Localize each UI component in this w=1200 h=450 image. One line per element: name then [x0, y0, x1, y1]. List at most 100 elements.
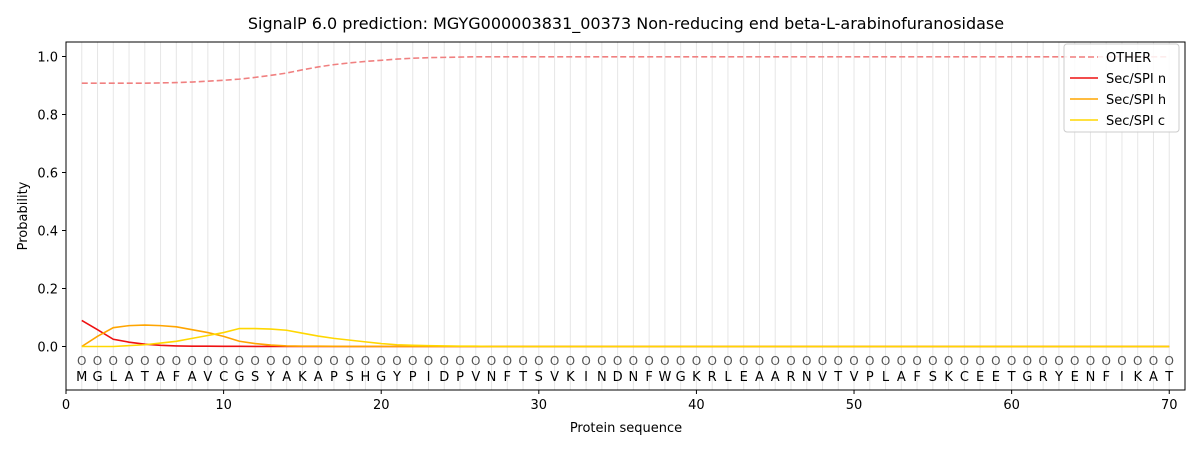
residue-35: D — [613, 370, 623, 385]
residue-37: F — [645, 370, 652, 385]
residue-68: K — [1133, 370, 1142, 385]
residue-69: A — [1149, 370, 1158, 385]
residue-mark-38: O — [660, 354, 669, 368]
residue-mark-2: O — [93, 354, 102, 368]
residue-45: A — [771, 370, 780, 385]
residue-mark-12: O — [250, 354, 259, 368]
residue-mark-36: O — [629, 354, 638, 368]
y-tick-label-4: 0.8 — [37, 109, 58, 124]
residue-mark-50: O — [849, 354, 858, 368]
series-line-sec-spi-c — [81, 327, 1170, 348]
residue-33: I — [584, 370, 588, 385]
residue-mark-42: O — [723, 354, 732, 368]
residue-5: T — [140, 370, 149, 385]
residue-mark-8: O — [187, 354, 196, 368]
residue-27: N — [487, 370, 497, 385]
residue-mark-63: O — [1054, 354, 1063, 368]
residue-mark-9: O — [203, 354, 212, 368]
residue-47: N — [802, 370, 812, 385]
residue-mark-3: O — [109, 354, 118, 368]
residue-mark-40: O — [692, 354, 701, 368]
residue-mark-53: O — [897, 354, 906, 368]
residue-10: C — [219, 370, 228, 385]
residue-23: I — [427, 370, 431, 385]
residue-mark-57: O — [960, 354, 969, 368]
residue-mark-60: O — [1007, 354, 1016, 368]
residue-mark-33: O — [581, 354, 590, 368]
residue-mark-35: O — [613, 354, 622, 368]
residue-17: P — [330, 370, 338, 385]
y-tick-label-5: 1.0 — [37, 51, 58, 66]
x-tick-label-70: 70 — [1161, 398, 1178, 413]
residue-39: G — [676, 370, 686, 385]
residue-6: A — [156, 370, 165, 385]
series-line-other — [81, 55, 1170, 84]
x-tick-label-50: 50 — [846, 398, 863, 413]
residue-mark-32: O — [566, 354, 575, 368]
residue-64: E — [1071, 370, 1079, 385]
residue-mark-10: O — [219, 354, 228, 368]
legend-label-other: OTHER — [1106, 51, 1151, 66]
residue-mark-68: O — [1133, 354, 1142, 368]
residue-56: K — [944, 370, 953, 385]
residue-mark-45: O — [770, 354, 779, 368]
y-axis-ticks: 0.0 0.2 0.4 0.6 0.8 1.0 — [37, 51, 66, 356]
residue-mark-11: O — [235, 354, 244, 368]
residue-mark-44: O — [755, 354, 764, 368]
residue-49: T — [833, 370, 842, 385]
residue-4: A — [125, 370, 134, 385]
residue-65: N — [1086, 370, 1096, 385]
residue-2: G — [92, 370, 102, 385]
legend-label-sec-spi-c: Sec/SPI c — [1106, 114, 1165, 129]
residue-mark-39: O — [676, 354, 685, 368]
residue-mark-5: O — [140, 354, 149, 368]
residue-mark-70: O — [1165, 354, 1174, 368]
residue-mark-6: O — [156, 354, 165, 368]
residue-46: R — [786, 370, 795, 385]
residue-30: S — [535, 370, 543, 385]
residue-60: T — [1007, 370, 1016, 385]
residue-53: A — [897, 370, 906, 385]
residue-mark-47: O — [802, 354, 811, 368]
residue-mark-18: O — [345, 354, 354, 368]
y-axis-title: Probability — [16, 181, 31, 250]
residue-mark-65: O — [1086, 354, 1095, 368]
residue-mark-37: O — [644, 354, 653, 368]
residue-mark-1: O — [77, 354, 86, 368]
residue-61: G — [1022, 370, 1032, 385]
residue-59: E — [992, 370, 1000, 385]
residue-50: V — [850, 370, 859, 385]
residue-mark-15: O — [298, 354, 307, 368]
residue-34: N — [597, 370, 607, 385]
residue-36: N — [629, 370, 639, 385]
residue-48: V — [818, 370, 827, 385]
residue-70: T — [1164, 370, 1173, 385]
residue-mark-62: O — [1038, 354, 1047, 368]
residue-14: A — [282, 370, 291, 385]
residue-mark-51: O — [865, 354, 874, 368]
residue-mark-21: O — [392, 354, 401, 368]
residue-26: V — [471, 370, 480, 385]
residue-57: C — [960, 370, 969, 385]
residue-16: A — [314, 370, 323, 385]
residue-mark-27: O — [487, 354, 496, 368]
residue-51: P — [866, 370, 874, 385]
residue-13: Y — [266, 370, 275, 385]
residue-mark-7: O — [172, 354, 181, 368]
residue-43: E — [740, 370, 748, 385]
legend-label-sec-spi-h: Sec/SPI h — [1106, 93, 1166, 108]
residue-58: E — [976, 370, 984, 385]
residue-mark-29: O — [518, 354, 527, 368]
residue-67: I — [1120, 370, 1124, 385]
residue-mark-19: O — [361, 354, 370, 368]
legend-label-sec-spi-n: Sec/SPI n — [1106, 72, 1166, 87]
residue-32: K — [566, 370, 575, 385]
y-tick-label-2: 0.4 — [37, 225, 58, 240]
residue-25: P — [456, 370, 464, 385]
residue-21: Y — [392, 370, 401, 385]
residue-mark-16: O — [313, 354, 322, 368]
y-tick-label-3: 0.6 — [37, 167, 58, 182]
residue-62: R — [1039, 370, 1048, 385]
residue-mark-54: O — [912, 354, 921, 368]
